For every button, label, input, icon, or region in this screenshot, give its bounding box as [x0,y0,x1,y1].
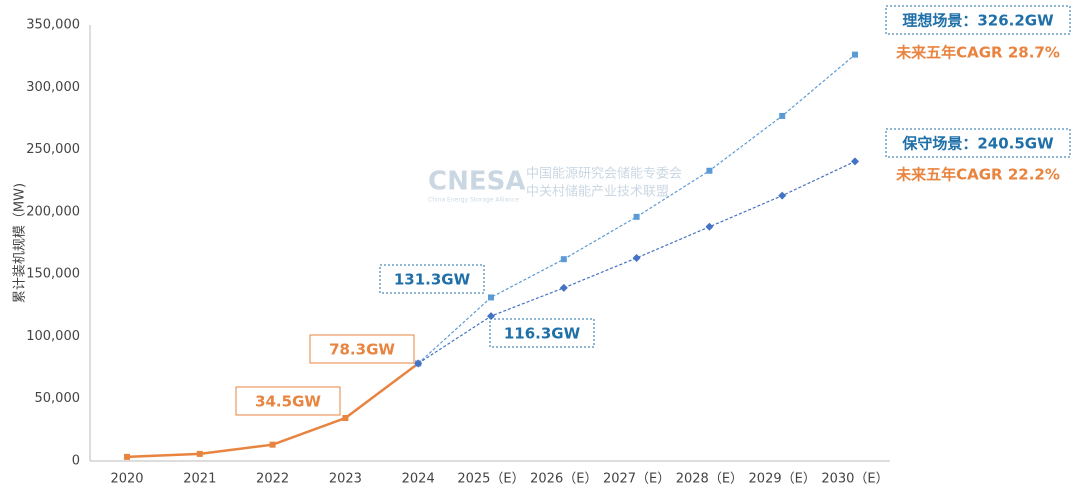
x-tick-label: 2020 [110,472,143,487]
y-tick-label: 300,000 [26,80,80,95]
annotation-box [309,334,415,364]
annotation-box [379,264,485,294]
x-tick-label: 2022 [256,472,289,487]
x-tick-label: 2024 [402,472,435,487]
x-tick-label: 2028（E） [676,472,743,487]
y-tick-label: 150,000 [26,267,80,282]
annotation-box [885,5,1071,35]
watermark-text: 中国能源研究会储能专委会 [526,167,682,182]
y-tick-label: 250,000 [26,142,80,157]
watermark-text: China Energy Storage Alliance [428,197,519,204]
y-tick-label: 100,000 [26,329,80,344]
point [124,453,130,460]
x-tick-label: 2021 [183,472,216,487]
annotation: 未来五年CAGR 28.7% [895,44,1060,62]
annotation: 理想场景：326.2GW [902,12,1054,30]
x-tick-label: 2026（E） [530,472,597,487]
annotation: 34.5GW [255,393,321,411]
y-tick-label: 200,000 [26,204,80,219]
annotation-box [235,386,341,416]
point [633,213,640,220]
point [488,294,494,301]
point [632,253,641,262]
point [196,450,203,457]
point [852,51,858,58]
point [269,441,276,448]
y-tick-label: 350,000 [26,18,80,33]
point [559,283,568,292]
point [779,112,786,119]
annotation: 未来五年CAGR 22.2% [895,166,1060,184]
x-tick-label: 2025（E） [457,472,524,487]
point [414,359,423,368]
x-tick-label: 2027（E） [603,472,670,487]
y-tick-label: 0 [72,454,80,469]
x-tick-label: 2029（E） [749,472,816,487]
annotation-box [885,128,1071,158]
point [778,191,787,200]
watermark: CNESA 中国能源研究会储能专委会 中关村储能产业技术联盟 China Ene… [428,167,682,204]
annotation: 78.3GW [329,341,395,359]
point [342,415,349,422]
watermark-logo: CNESA [428,167,525,197]
point [705,222,714,231]
point [487,312,495,321]
y-tick-label: 50,000 [35,391,81,406]
x-tick-label: 2023 [329,472,362,487]
watermark-text: 中关村储能产业技术联盟 [526,185,669,200]
series-line [417,54,856,364]
point [851,157,859,166]
annotation-box [489,318,595,348]
point [706,167,713,174]
x-tick-label: 2030（E） [821,472,888,487]
point [560,256,567,263]
annotation: 116.3GW [504,325,581,343]
y-axis-label: 累计装机规模（MW) [13,183,28,303]
annotation: 保守场景：240.5GW [901,135,1054,153]
annotation: 131.3GW [394,271,471,289]
